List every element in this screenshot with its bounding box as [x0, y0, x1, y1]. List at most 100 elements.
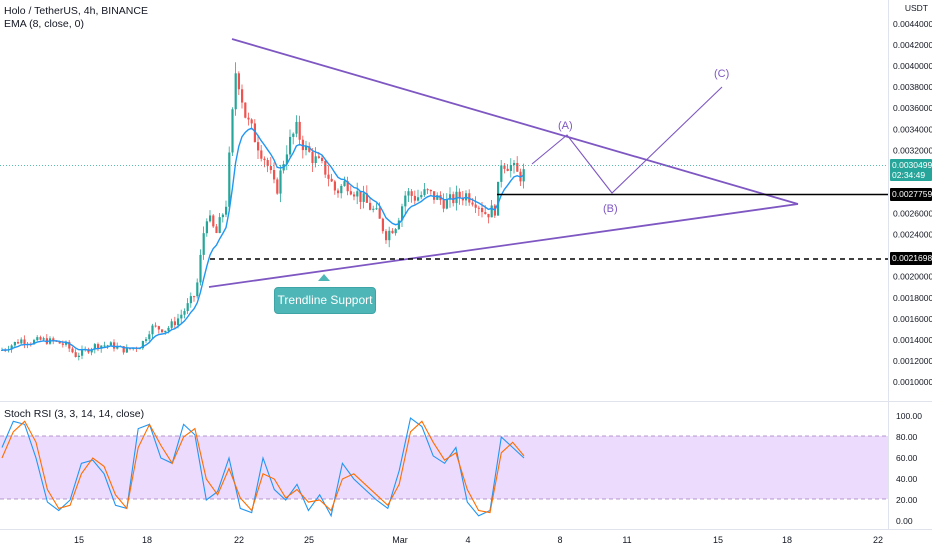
price-tick-label: 0.0034000	[893, 124, 932, 134]
candle-body	[305, 146, 308, 151]
candle-body	[317, 156, 320, 158]
candle-body	[337, 190, 340, 194]
time-tick-label: 8	[557, 535, 562, 545]
ema-legend[interactable]: EMA (8, close, 0)	[4, 18, 84, 30]
candle-body	[151, 325, 154, 335]
candle-body	[170, 321, 173, 328]
candle-body	[68, 341, 71, 349]
candle-body	[503, 165, 506, 169]
candle-body	[458, 191, 461, 198]
candle-body	[311, 151, 314, 164]
candle-body	[260, 150, 263, 159]
time-tick-label: 15	[74, 535, 84, 545]
candle-body	[237, 73, 240, 90]
candle-body	[497, 181, 500, 216]
time-tick-label: 15	[713, 535, 723, 545]
candle-body	[263, 158, 266, 161]
candle-body	[301, 139, 304, 151]
price-tick-label: 0.0042000	[893, 40, 932, 50]
candle-body	[397, 220, 400, 230]
candle-body	[324, 160, 327, 175]
price-tick-label: 0.0038000	[893, 82, 932, 92]
candle-body	[61, 343, 64, 345]
stoch-tick-label: 60.00	[896, 453, 918, 463]
candle-body	[103, 345, 106, 347]
candle-body	[154, 325, 157, 327]
time-tick-label: 25	[304, 535, 314, 545]
candle-body	[257, 142, 260, 151]
candle-body	[74, 352, 77, 357]
candle-body	[308, 146, 311, 152]
price-tick-label: 0.0036000	[893, 103, 932, 113]
candle-body	[349, 191, 352, 195]
price-tick-label: 0.0014000	[893, 335, 932, 345]
upper-trendline	[231, 38, 799, 205]
candle-body	[65, 341, 68, 345]
candle-body	[340, 185, 343, 194]
candle-body	[125, 347, 128, 353]
candle-body	[269, 166, 272, 171]
candle-body	[23, 339, 26, 344]
candle-body	[77, 355, 80, 357]
lower-trendline	[208, 203, 799, 288]
wave-c-label: (C)	[714, 68, 729, 80]
candle-body	[39, 337, 42, 340]
candle-body	[295, 121, 298, 134]
candle-body	[401, 206, 404, 221]
candle-body	[173, 321, 176, 326]
candle-body	[385, 231, 388, 241]
stoch-tick-label: 0.00	[896, 516, 913, 526]
candle-body	[417, 197, 420, 201]
candle-body	[186, 303, 189, 312]
candle-body	[10, 345, 13, 350]
wave-projection	[531, 86, 723, 194]
candle-body	[100, 345, 103, 349]
candle-body	[209, 215, 212, 222]
candle-body	[116, 346, 119, 349]
candle-body	[250, 119, 253, 124]
candle-body	[157, 326, 160, 330]
candle-body	[477, 207, 480, 209]
candle-body	[484, 212, 487, 214]
candle-body	[362, 193, 365, 202]
candle-body	[461, 197, 464, 201]
candle-body	[183, 311, 186, 315]
candle-body	[90, 349, 93, 353]
candle-body	[266, 160, 269, 167]
current-price-tag-bg	[890, 159, 932, 181]
candle-body	[17, 342, 20, 344]
time-tick-label: 11	[622, 535, 631, 545]
candle-body	[228, 152, 231, 207]
candle-body	[202, 233, 205, 255]
candle-body	[516, 162, 519, 172]
time-tick-label: 18	[142, 535, 152, 545]
candle-body	[93, 344, 96, 350]
candle-body	[442, 200, 445, 209]
candle-body	[279, 170, 282, 194]
ema-line	[2, 127, 524, 351]
stoch-legend[interactable]: Stoch RSI (3, 3, 14, 14, close)	[4, 408, 145, 420]
support-price-tag-text: 0.0021698	[892, 253, 932, 263]
symbol-legend[interactable]: Holo / TetherUS, 4h, BINANCE	[4, 5, 148, 17]
candle-body	[500, 165, 503, 182]
candle-body	[161, 329, 164, 333]
candle-body	[285, 154, 288, 165]
candle-body	[388, 230, 391, 241]
candle-body	[58, 341, 61, 344]
candle-body	[327, 174, 330, 179]
candle-body	[205, 221, 208, 234]
price-tick-label: 0.0044000	[893, 19, 932, 29]
stoch-band	[0, 436, 888, 499]
candle-body	[106, 345, 109, 347]
candle-body	[109, 342, 112, 346]
time-tick-label: 18	[782, 535, 792, 545]
candle-body	[449, 194, 452, 200]
candle-body	[199, 254, 202, 283]
candle-body	[474, 204, 477, 208]
time-tick-label: 22	[873, 535, 883, 545]
candle-body	[471, 202, 474, 205]
resistance-price-tag-text: 0.0027759	[892, 189, 932, 199]
